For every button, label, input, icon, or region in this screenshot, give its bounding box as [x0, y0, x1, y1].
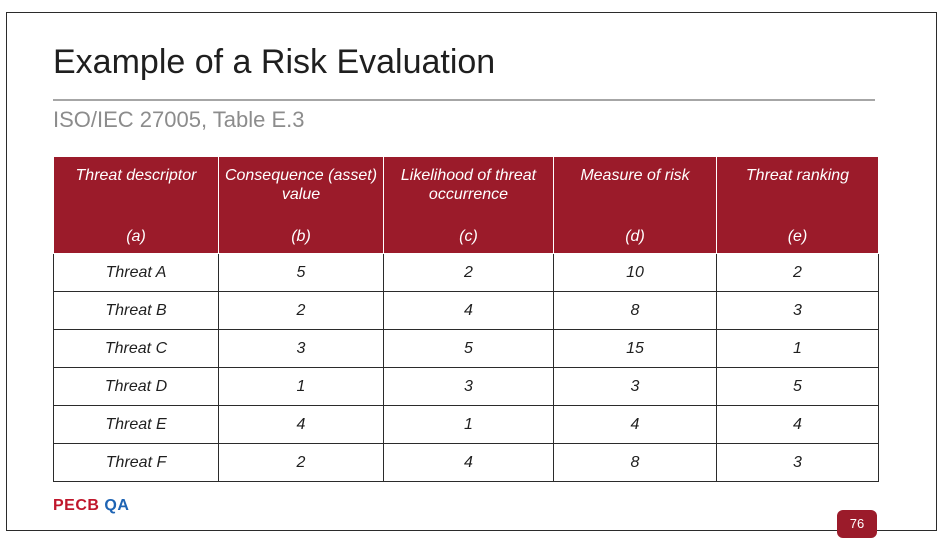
header-threat-descriptor: Threat descriptor (a): [53, 156, 219, 254]
cell-consequence: 5: [218, 253, 384, 292]
table-row: Threat D 1 3 3 5: [53, 367, 879, 406]
table-row: Threat B 2 4 8 3: [53, 291, 879, 330]
cell-consequence: 2: [218, 443, 384, 482]
table-header-row: Threat descriptor (a) Consequence (asset…: [53, 156, 879, 254]
cell-risk: 15: [553, 329, 717, 368]
page-number-badge: 76: [837, 510, 877, 538]
header-code: (c): [459, 228, 478, 245]
table-row: Threat A 5 2 10 2: [53, 253, 879, 292]
cell-likelihood: 2: [383, 253, 554, 292]
header-label: Threat descriptor: [75, 167, 197, 184]
logo-qa-text: QA: [104, 497, 130, 514]
cell-risk: 4: [553, 405, 717, 444]
header-likelihood: Likelihood of threat occurrence (c): [383, 156, 554, 254]
cell-threat: Threat A: [53, 253, 219, 292]
cell-ranking: 2: [716, 253, 879, 292]
header-consequence-value: Consequence (asset) value (b): [218, 156, 384, 254]
cell-consequence: 4: [218, 405, 384, 444]
header-measure-of-risk: Measure of risk (d): [553, 156, 717, 254]
header-label: Consequence (asset) value: [224, 167, 378, 203]
logo-pecb-text: PECB: [53, 497, 100, 514]
cell-consequence: 1: [218, 367, 384, 406]
cell-likelihood: 5: [383, 329, 554, 368]
slide-subtitle: ISO/IEC 27005, Table E.3: [53, 107, 305, 132]
cell-likelihood: 1: [383, 405, 554, 444]
pecb-qa-logo: PECB QA: [53, 497, 129, 515]
header-label: Measure of risk: [580, 167, 690, 184]
cell-ranking: 3: [716, 291, 879, 330]
cell-threat: Threat C: [53, 329, 219, 368]
header-label: Likelihood of threat occurrence: [400, 167, 537, 203]
cell-risk: 10: [553, 253, 717, 292]
header-code: (a): [126, 228, 146, 245]
slide-title: Example of a Risk Evaluation: [53, 43, 496, 81]
cell-consequence: 2: [218, 291, 384, 330]
header-threat-ranking: Threat ranking (e): [716, 156, 879, 254]
cell-risk: 8: [553, 443, 717, 482]
header-code: (d): [625, 228, 645, 245]
cell-risk: 3: [553, 367, 717, 406]
title-divider: [53, 99, 875, 101]
table-row: Threat C 3 5 15 1: [53, 329, 879, 368]
cell-likelihood: 4: [383, 291, 554, 330]
cell-risk: 8: [553, 291, 717, 330]
slide: Example of a Risk Evaluation ISO/IEC 270…: [6, 12, 937, 538]
cell-threat: Threat E: [53, 405, 219, 444]
cell-threat: Threat B: [53, 291, 219, 330]
cell-consequence: 3: [218, 329, 384, 368]
table-row: Threat F 2 4 8 3: [53, 443, 879, 482]
header-code: (b): [291, 228, 311, 245]
cell-threat: Threat D: [53, 367, 219, 406]
cell-threat: Threat F: [53, 443, 219, 482]
cell-likelihood: 3: [383, 367, 554, 406]
cell-ranking: 1: [716, 329, 879, 368]
cell-ranking: 3: [716, 443, 879, 482]
header-code: (e): [787, 228, 808, 245]
cell-ranking: 5: [716, 367, 879, 406]
table-row: Threat E 4 1 4 4: [53, 405, 879, 444]
header-label: Threat ranking: [745, 167, 850, 184]
cell-likelihood: 4: [383, 443, 554, 482]
risk-evaluation-table: Threat descriptor (a) Consequence (asset…: [53, 156, 879, 482]
cell-ranking: 4: [716, 405, 879, 444]
